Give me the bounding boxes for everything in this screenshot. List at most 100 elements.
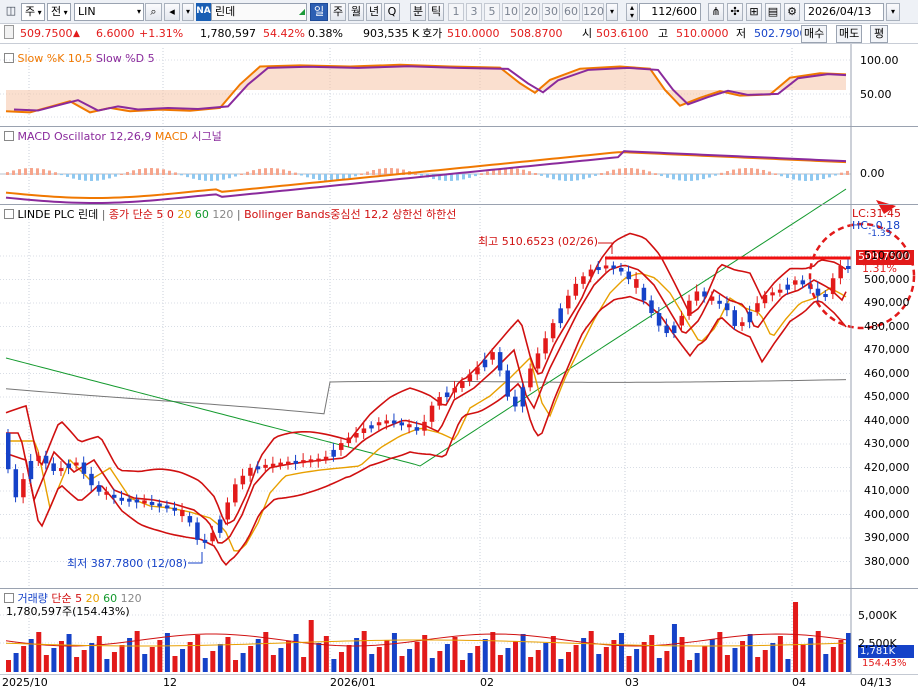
candle-body [611,265,616,269]
panel-divider[interactable] [0,126,918,127]
ma-period-20: 20 [177,208,192,221]
volume-bar [51,648,57,672]
sell-button[interactable]: 매도 [836,25,863,43]
settings-button[interactable]: ⚙ [784,3,800,21]
volume-bar [278,648,284,672]
count-field[interactable]: 112/600 [639,3,701,21]
candle-body [399,422,405,426]
candle-body [316,458,321,462]
candle-body [709,296,715,301]
period-quarter-button[interactable]: Q [384,3,400,21]
price-legend[interactable]: LINDE PLC 린데 | 종가 단순 5 0 20 60 120 | Bol… [4,208,456,222]
period-week-button[interactable]: 주 [330,3,346,21]
macd-histogram-bar [198,174,201,181]
minute-3-button[interactable]: 3 [466,3,482,21]
chart-background [0,44,918,694]
ask-price: 510.0000 [447,27,500,40]
market-select[interactable]: 주 ▾ [21,3,45,21]
sound-button[interactable]: ◂ [164,3,180,21]
buy-button[interactable]: 매수 [801,25,828,43]
price-tick: 460,000 [864,366,910,380]
type-select[interactable]: 전 ▾ [47,3,71,21]
low-pointer [188,552,203,564]
volume-bar [346,645,352,672]
minute-10-button[interactable]: 10 [502,3,520,21]
panel-handle-icon[interactable] [4,53,14,63]
stoch-tick: 100.00 [860,54,899,67]
minute-1-button[interactable]: 1 [448,3,464,21]
price-tick: 380,000 [864,554,910,568]
macd-label: MACD [154,130,188,143]
macd-histogram-bar [762,169,765,175]
candle-body [240,475,246,485]
volume-bar [195,635,201,672]
volume-bar [777,636,783,672]
macd-histogram-bar [162,169,165,175]
candle-body [384,420,389,424]
macd-histogram-bar [294,172,297,175]
macd-histogram-bar [510,168,513,175]
minute-dropdown[interactable]: ▾ [606,3,618,21]
macd-histogram-bar [666,174,669,178]
count-spinner[interactable]: ▴ ▾ [626,3,638,21]
minute-5-button[interactable]: 5 [484,3,500,21]
search-button[interactable]: ⌕ [145,3,162,21]
panel-handle-icon[interactable] [4,593,14,603]
period-minute-button[interactable]: 분 [410,3,426,21]
macd-histogram-bar [504,168,507,175]
volume-bar [293,634,299,672]
cross-button[interactable]: ✣ [727,3,743,21]
candle-body [286,461,291,465]
volume-ratio: 54.42% [263,27,305,40]
volume-bar [240,653,246,672]
macd-histogram-bar [54,172,57,175]
minute-60-button[interactable]: 60 [562,3,580,21]
volume-bar [513,641,519,672]
calendar-dropdown[interactable]: ▾ [886,3,900,21]
panel-handle-icon[interactable] [4,131,14,141]
macd-histogram-bar [660,174,663,177]
panel-divider[interactable] [0,588,918,589]
signal-label: 시그널 [191,130,222,143]
stoch-d-line [13,65,847,112]
minute-30-button[interactable]: 30 [542,3,560,21]
macd-histogram-bar [576,174,579,181]
panel-handle-icon[interactable] [4,209,14,219]
candle-body [649,300,654,314]
highlight-circle [808,222,916,330]
period-tick-button[interactable]: 틱 [428,3,444,21]
candle-body [656,313,662,326]
pct-tag: 1.31% [862,262,897,275]
candle-body [437,397,442,406]
period-day-button[interactable]: 일 [310,3,328,21]
symbol-input[interactable]: LIN ▾ [74,3,144,21]
zoom-button[interactable]: ⋔ [708,3,724,21]
chart-canvas[interactable] [0,44,918,694]
market-value: 주 [25,5,36,18]
macd-legend[interactable]: MACD Oscillator 12,26,9 MACD 시그널 [4,130,222,144]
candle-body [293,460,299,464]
macd-histogram-bar [84,174,87,181]
save-button[interactable]: ▤ [765,3,781,21]
toggle-button[interactable]: ⊞ [746,3,762,21]
sound-dropdown[interactable]: ▾ [182,3,194,21]
minute-20-button[interactable]: 20 [522,3,540,21]
open-label: 시 [582,27,593,40]
period-month-button[interactable]: 월 [348,3,364,21]
period-year-button[interactable]: 년 [366,3,382,21]
panel-divider[interactable] [0,204,918,205]
price-tick: 510,000 [864,249,910,262]
minute-120-button[interactable]: 120 [582,3,604,21]
volume-ma20-line [5,639,847,647]
date-field[interactable]: 2026/04/13 [804,3,884,21]
eval-button[interactable]: 평 [870,25,889,43]
volume-bar [747,634,753,672]
candle-body [505,370,510,397]
macd-histogram-bar [618,168,621,175]
volume-legend[interactable]: 거래량 단순 5 20 60 120 [4,592,142,606]
stoch-legend[interactable]: Slow %K 10,5 Slow %D 5 [4,52,155,66]
macd-histogram-bar [624,168,627,175]
window-menu-icon[interactable]: ◫ [5,4,17,17]
macd-histogram-bar [144,168,147,175]
stoch-fill [6,64,846,113]
